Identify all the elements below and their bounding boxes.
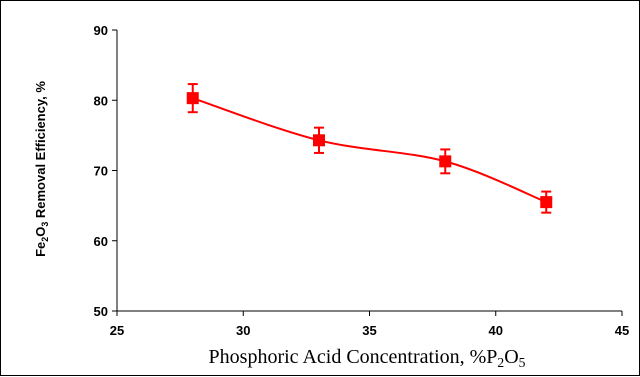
data-point-marker [313,134,325,147]
x-tick-label: 30 [236,323,250,338]
y-tick-label: 50 [94,304,108,319]
y-tick-label: 90 [94,23,108,38]
x-axis-label: Phosphoric Acid Concentration, %P2O5 [209,346,526,370]
series-layer [186,83,553,214]
x-tick-label: 35 [362,323,376,338]
y-tick-label: 70 [94,164,108,179]
y-axis-ticks: 50 60 70 80 90 [94,23,117,319]
x-tick-label: 40 [489,323,503,338]
y-axis-label: Fe2O3 Removal Efficiency, % [33,81,50,257]
y-tick-label: 60 [94,234,108,249]
x-tick-label: 25 [110,323,124,338]
data-point-marker [439,155,452,168]
x-tick-label: 45 [615,323,629,338]
y-tick-label: 80 [94,93,108,108]
data-point-marker [540,196,553,209]
series-line [192,97,547,204]
data-point-marker [186,92,199,105]
x-axis-ticks: 25 30 35 40 45 [110,311,629,338]
